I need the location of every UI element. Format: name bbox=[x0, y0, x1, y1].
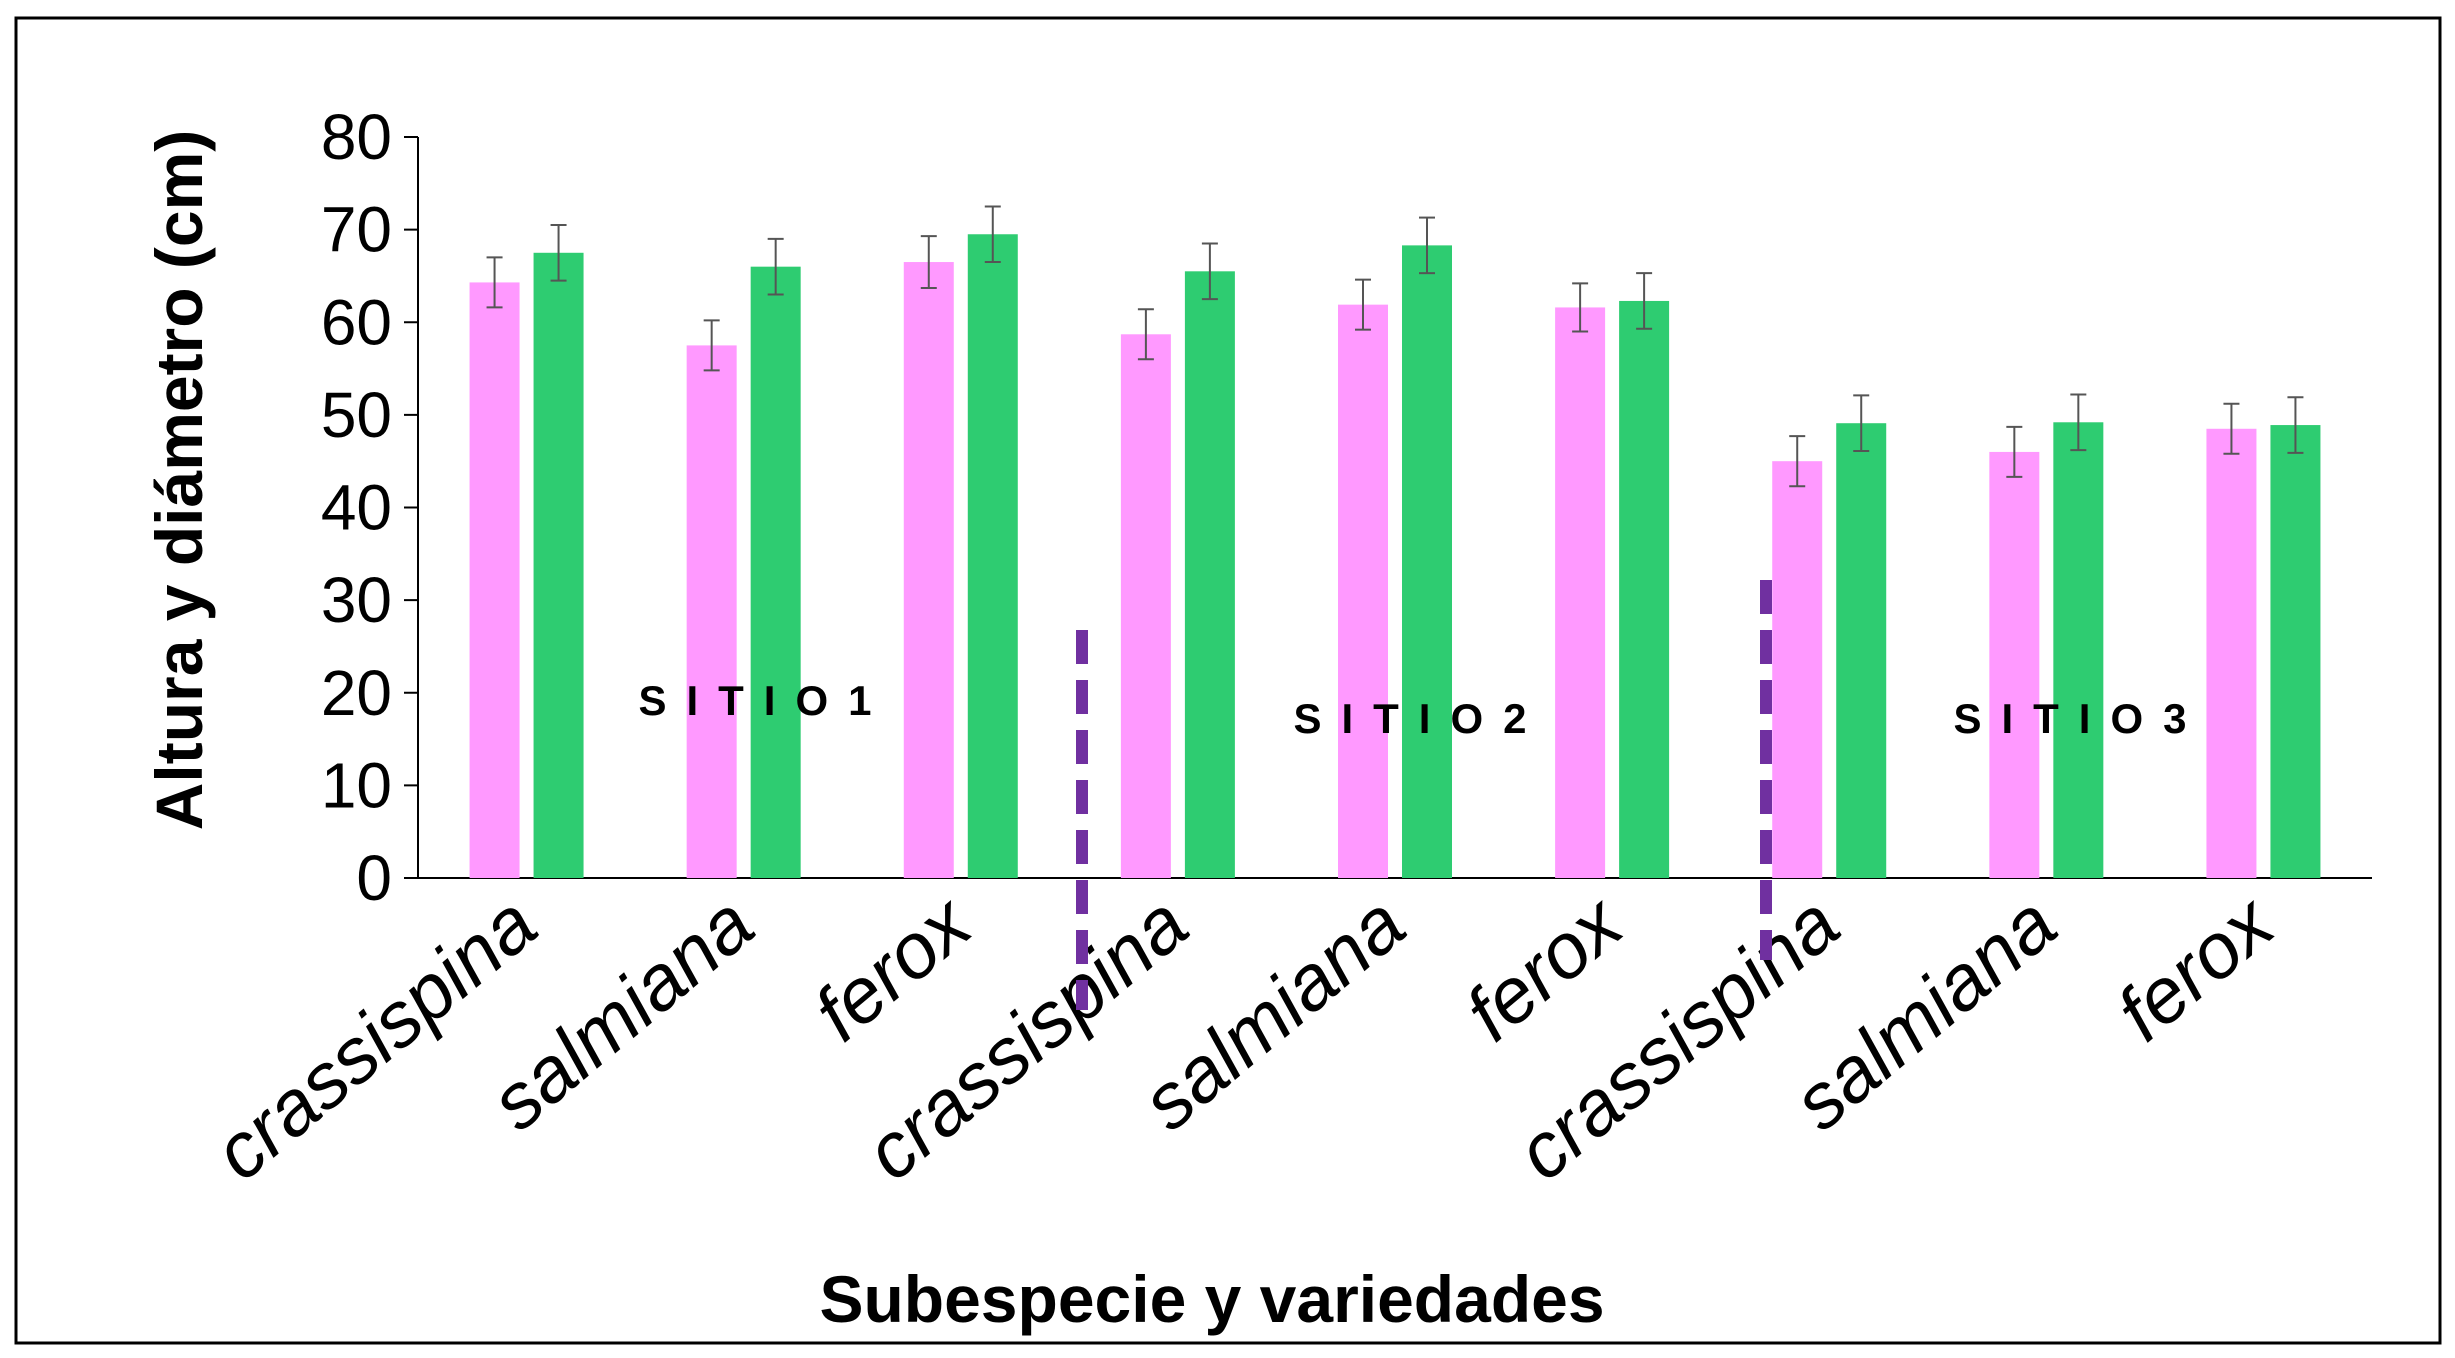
bar bbox=[750, 266, 801, 878]
bar bbox=[903, 262, 954, 878]
bar bbox=[2270, 425, 2321, 878]
site-label: SITIO1 bbox=[638, 677, 891, 724]
y-tick-label: 20 bbox=[321, 657, 392, 729]
site-label: SITIO3 bbox=[1953, 695, 2206, 742]
y-tick-label: 40 bbox=[321, 472, 392, 544]
bar bbox=[1836, 423, 1887, 878]
site-label: SITIO2 bbox=[1293, 695, 1546, 742]
bar bbox=[2053, 422, 2104, 878]
bar bbox=[686, 345, 737, 878]
bar bbox=[533, 252, 584, 878]
bar bbox=[1619, 300, 1670, 878]
bar bbox=[469, 282, 520, 878]
bar bbox=[967, 234, 1018, 879]
y-tick-label: 0 bbox=[356, 842, 392, 914]
bar bbox=[1120, 334, 1171, 878]
bar bbox=[1772, 461, 1823, 878]
x-axis-title: Subespecie y variedades bbox=[819, 1262, 1604, 1336]
y-tick-label: 50 bbox=[321, 379, 392, 451]
y-tick-label: 70 bbox=[321, 194, 392, 266]
y-axis-title: Altura y diámetro (cm) bbox=[142, 130, 216, 830]
bar bbox=[1989, 451, 2040, 878]
bar bbox=[2206, 428, 2257, 878]
y-tick-label: 60 bbox=[321, 286, 392, 358]
bar bbox=[1338, 304, 1388, 878]
y-tick-label: 30 bbox=[321, 564, 392, 636]
y-tick-label: 10 bbox=[321, 749, 392, 821]
bar bbox=[1555, 307, 1606, 878]
bar bbox=[1184, 271, 1235, 878]
y-tick-label: 80 bbox=[321, 101, 392, 173]
bar bbox=[1402, 245, 1452, 879]
